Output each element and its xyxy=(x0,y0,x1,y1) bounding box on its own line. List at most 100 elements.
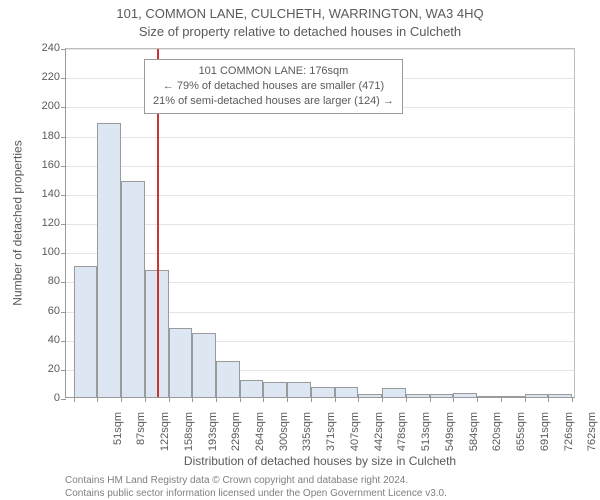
plot-area: 101 COMMON LANE: 176sqm← 79% of detached… xyxy=(65,48,575,398)
x-tick-label: 691sqm xyxy=(539,412,551,460)
x-tick-label: 655sqm xyxy=(515,412,527,460)
y-tick-label: 240 xyxy=(5,42,60,54)
annotation-line: 21% of semi-detached houses are larger (… xyxy=(153,94,394,109)
y-tick xyxy=(61,224,66,225)
x-tick xyxy=(548,397,549,402)
histogram-bar xyxy=(311,387,335,397)
x-tick xyxy=(572,397,573,402)
y-tick-label: 60 xyxy=(5,305,60,317)
x-tick-label: 584sqm xyxy=(468,412,480,460)
y-tick xyxy=(61,195,66,196)
x-tick xyxy=(192,397,193,402)
x-tick xyxy=(453,397,454,402)
y-tick xyxy=(61,253,66,254)
attribution-footer: Contains HM Land Registry data © Crown c… xyxy=(65,474,575,500)
chart-container: 101, COMMON LANE, CULCHETH, WARRINGTON, … xyxy=(0,0,600,500)
x-tick xyxy=(74,397,75,402)
histogram-bar xyxy=(358,394,382,397)
y-tick-label: 0 xyxy=(5,392,60,404)
x-tick-label: 229sqm xyxy=(230,412,242,460)
x-tick xyxy=(121,397,122,402)
gridline xyxy=(66,137,574,138)
x-tick-label: 193sqm xyxy=(207,412,219,460)
y-tick xyxy=(61,370,66,371)
x-tick xyxy=(335,397,336,402)
x-tick-label: 762sqm xyxy=(586,412,598,460)
histogram-bar xyxy=(240,380,264,398)
histogram-bar xyxy=(263,382,287,397)
y-tick xyxy=(61,341,66,342)
footer-line1: Contains HM Land Registry data © Crown c… xyxy=(65,474,575,487)
y-tick xyxy=(61,49,66,50)
histogram-bar xyxy=(453,393,477,397)
histogram-bar xyxy=(97,123,121,397)
y-tick-label: 20 xyxy=(5,363,60,375)
y-tick xyxy=(61,107,66,108)
x-tick-label: 726sqm xyxy=(563,412,575,460)
x-tick xyxy=(145,397,146,402)
x-tick xyxy=(216,397,217,402)
y-tick xyxy=(61,78,66,79)
y-tick-label: 80 xyxy=(5,275,60,287)
x-tick xyxy=(358,397,359,402)
x-tick-label: 158sqm xyxy=(183,412,195,460)
y-tick-label: 200 xyxy=(5,100,60,112)
x-tick xyxy=(525,397,526,402)
x-tick-label: 51sqm xyxy=(112,412,124,460)
histogram-bar xyxy=(382,388,406,397)
histogram-bar xyxy=(548,394,572,397)
annotation-line: ← 79% of detached houses are smaller (47… xyxy=(153,79,394,94)
x-tick xyxy=(240,397,241,402)
x-tick xyxy=(287,397,288,402)
y-tick xyxy=(61,166,66,167)
x-tick xyxy=(263,397,264,402)
histogram-bar xyxy=(335,387,359,397)
gridline xyxy=(66,166,574,167)
x-tick-label: 371sqm xyxy=(325,412,337,460)
x-tick xyxy=(382,397,383,402)
chart-title-line2: Size of property relative to detached ho… xyxy=(0,24,600,39)
x-tick xyxy=(406,397,407,402)
x-tick-label: 335sqm xyxy=(301,412,313,460)
x-tick-label: 300sqm xyxy=(278,412,290,460)
footer-line2: Contains public sector information licen… xyxy=(65,487,575,500)
histogram-bar xyxy=(216,361,240,397)
histogram-bar xyxy=(477,396,501,397)
chart-title-line1: 101, COMMON LANE, CULCHETH, WARRINGTON, … xyxy=(0,6,600,21)
x-tick-label: 407sqm xyxy=(349,412,361,460)
histogram-bar xyxy=(501,396,525,397)
histogram-bar xyxy=(525,394,549,397)
histogram-bar xyxy=(74,266,98,397)
gridline xyxy=(66,49,574,50)
x-tick-label: 87sqm xyxy=(135,412,147,460)
histogram-bar xyxy=(406,394,430,397)
y-tick-label: 140 xyxy=(5,188,60,200)
x-tick xyxy=(97,397,98,402)
histogram-bar xyxy=(169,328,193,397)
histogram-bar xyxy=(430,394,454,397)
x-tick-label: 513sqm xyxy=(420,412,432,460)
x-tick-label: 264sqm xyxy=(254,412,266,460)
histogram-bar xyxy=(287,382,311,397)
y-tick xyxy=(61,137,66,138)
y-tick-label: 40 xyxy=(5,334,60,346)
x-tick-label: 620sqm xyxy=(491,412,503,460)
y-tick-label: 220 xyxy=(5,71,60,83)
histogram-bar xyxy=(121,181,145,397)
x-tick xyxy=(311,397,312,402)
x-tick-label: 478sqm xyxy=(396,412,408,460)
annotation-box: 101 COMMON LANE: 176sqm← 79% of detached… xyxy=(144,59,403,114)
x-tick xyxy=(169,397,170,402)
y-tick xyxy=(61,282,66,283)
x-tick xyxy=(477,397,478,402)
x-tick xyxy=(430,397,431,402)
y-tick-label: 160 xyxy=(5,159,60,171)
x-tick-label: 442sqm xyxy=(373,412,385,460)
y-tick-label: 180 xyxy=(5,130,60,142)
y-tick-label: 120 xyxy=(5,217,60,229)
y-tick xyxy=(61,399,66,400)
x-tick xyxy=(501,397,502,402)
y-tick xyxy=(61,312,66,313)
x-tick-label: 122sqm xyxy=(159,412,171,460)
histogram-bar xyxy=(192,333,216,397)
